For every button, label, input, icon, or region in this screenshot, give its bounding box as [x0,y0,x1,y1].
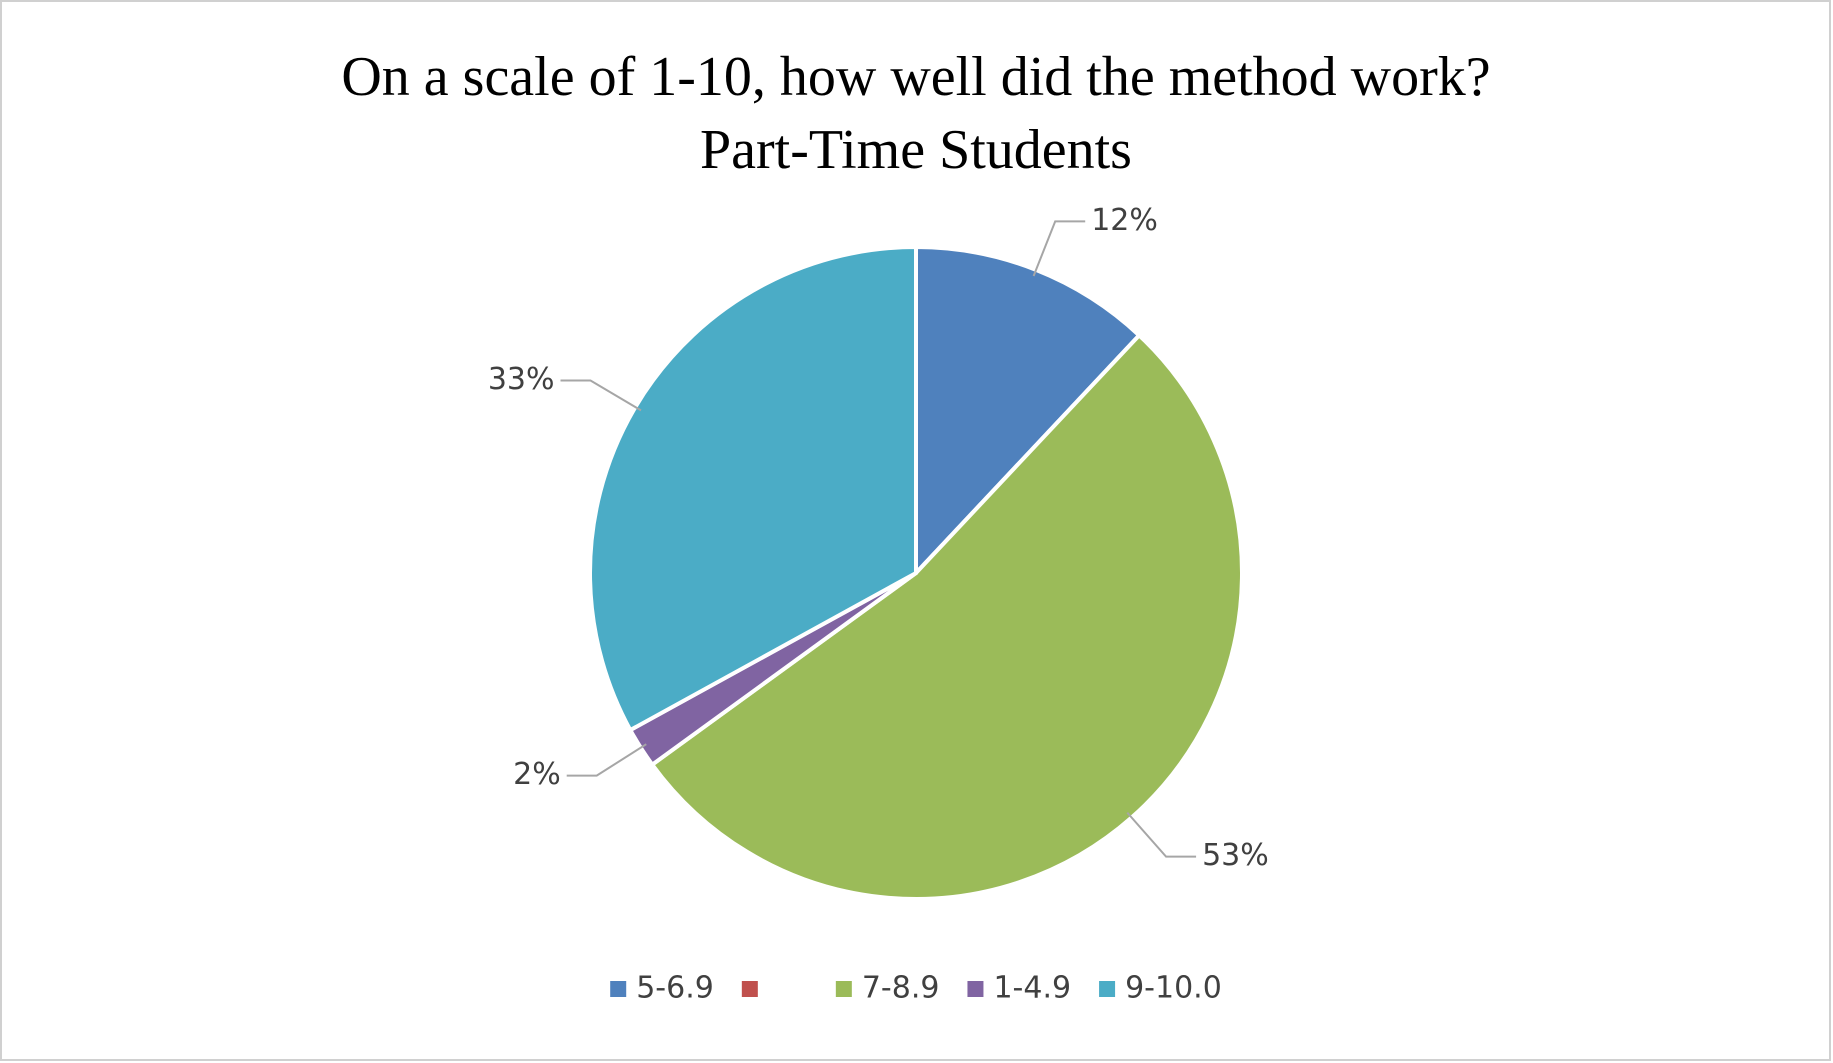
legend-marker [1099,981,1116,997]
chart-subtitle: Part-Time Students [700,119,1132,181]
legend-marker [610,981,627,997]
legend-label: 9-10.0 [1125,971,1222,1006]
legend-marker [741,981,758,997]
data-label: 12% [1091,203,1158,238]
leader-line [566,743,647,777]
data-label: 33% [488,362,555,397]
leader-line [560,379,642,412]
chart-title: On a scale of 1-10, how well did the met… [341,46,1490,108]
leader-line [1126,811,1197,858]
legend-label: 7-8.9 [862,971,940,1006]
data-label: 2% [513,757,561,792]
leader-line [1032,220,1086,277]
legend-label: 1-4.9 [993,971,1071,1006]
legend-marker [967,981,984,997]
legend-marker [835,981,852,997]
data-label: 53% [1202,838,1269,873]
legend-label: 5-6.9 [636,971,714,1006]
